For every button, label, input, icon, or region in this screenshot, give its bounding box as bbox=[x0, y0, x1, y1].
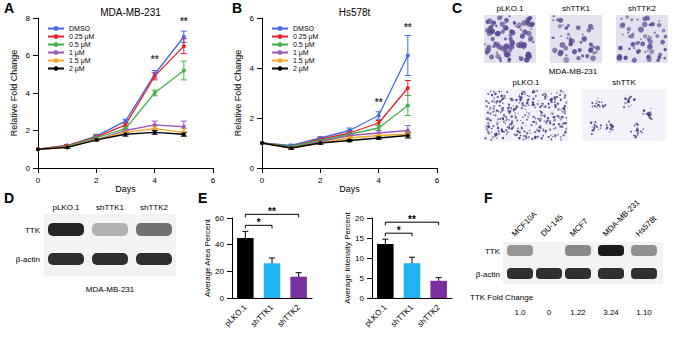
svg-text:Average Area Percent: Average Area Percent bbox=[203, 218, 212, 297]
svg-text:20: 20 bbox=[215, 267, 224, 276]
svg-text:6: 6 bbox=[435, 176, 440, 185]
svg-text:F: F bbox=[484, 190, 493, 206]
svg-text:shTTK1: shTTK1 bbox=[96, 203, 125, 212]
svg-text:pLKO.1: pLKO.1 bbox=[512, 78, 540, 87]
svg-text:2: 2 bbox=[94, 176, 99, 185]
svg-text:Relative Fold Change: Relative Fold Change bbox=[233, 50, 243, 137]
svg-text:2: 2 bbox=[250, 114, 255, 123]
svg-text:**: ** bbox=[375, 97, 383, 108]
svg-text:MCF10A: MCF10A bbox=[510, 209, 539, 238]
svg-text:2: 2 bbox=[318, 176, 323, 185]
svg-text:MDA-MB-231: MDA-MB-231 bbox=[100, 7, 161, 18]
svg-text:2 μM: 2 μM bbox=[69, 65, 85, 73]
svg-text:E: E bbox=[198, 190, 207, 206]
svg-text:MCF7: MCF7 bbox=[568, 216, 590, 238]
svg-text:shTTK: shTTK bbox=[612, 78, 636, 87]
svg-text:4: 4 bbox=[152, 176, 157, 185]
svg-text:Hs578t: Hs578t bbox=[634, 214, 659, 239]
svg-text:0: 0 bbox=[26, 164, 31, 173]
svg-text:MDA-MB-231: MDA-MB-231 bbox=[601, 197, 642, 239]
svg-text:pLKO.1: pLKO.1 bbox=[363, 302, 389, 328]
svg-text:0.25 μM: 0.25 μM bbox=[69, 33, 95, 41]
svg-text:20: 20 bbox=[355, 214, 364, 223]
svg-text:DMSO: DMSO bbox=[293, 25, 315, 32]
svg-text:β-actin: β-actin bbox=[476, 270, 500, 279]
svg-text:pLKO.1: pLKO.1 bbox=[52, 203, 80, 212]
svg-text:pLKO.1: pLKO.1 bbox=[496, 4, 524, 13]
svg-text:TTK: TTK bbox=[485, 247, 501, 256]
svg-text:40: 40 bbox=[215, 240, 224, 249]
svg-text:*: * bbox=[257, 217, 261, 228]
svg-text:shTTK2: shTTK2 bbox=[628, 4, 657, 13]
svg-text:shTTK1: shTTK1 bbox=[389, 302, 416, 329]
svg-text:A: A bbox=[4, 0, 14, 16]
svg-text:2 μM: 2 μM bbox=[293, 65, 309, 73]
svg-text:shTTK2: shTTK2 bbox=[276, 302, 303, 329]
svg-text:MDA-MB-231: MDA-MB-231 bbox=[549, 67, 598, 76]
svg-text:Days: Days bbox=[115, 184, 136, 194]
svg-text:1.22: 1.22 bbox=[570, 308, 586, 317]
svg-text:6: 6 bbox=[250, 14, 255, 23]
svg-text:MDA-MB-231: MDA-MB-231 bbox=[86, 285, 135, 294]
svg-text:1.10: 1.10 bbox=[636, 308, 652, 317]
svg-text:DU-145: DU-145 bbox=[539, 212, 565, 238]
svg-text:5: 5 bbox=[360, 274, 365, 283]
svg-text:0: 0 bbox=[547, 308, 552, 317]
svg-text:6: 6 bbox=[26, 51, 31, 60]
svg-text:Days: Days bbox=[339, 184, 360, 194]
svg-text:**: ** bbox=[151, 54, 159, 65]
svg-text:DMSO: DMSO bbox=[69, 25, 91, 32]
svg-text:D: D bbox=[4, 190, 14, 206]
svg-text:0: 0 bbox=[260, 176, 265, 185]
svg-text:**: ** bbox=[408, 214, 416, 225]
svg-text:0: 0 bbox=[36, 176, 41, 185]
svg-text:Hs578t: Hs578t bbox=[339, 7, 371, 18]
svg-text:Relative Fold Change: Relative Fold Change bbox=[9, 50, 19, 137]
svg-text:1 μM: 1 μM bbox=[69, 49, 85, 57]
svg-text:10: 10 bbox=[355, 254, 364, 263]
svg-text:0: 0 bbox=[220, 294, 225, 303]
svg-text:B: B bbox=[232, 0, 242, 16]
svg-text:2: 2 bbox=[26, 126, 31, 135]
svg-text:C: C bbox=[452, 0, 462, 16]
svg-text:0: 0 bbox=[250, 164, 255, 173]
svg-text:1 μM: 1 μM bbox=[293, 49, 309, 57]
svg-text:*: * bbox=[397, 225, 401, 236]
svg-text:3.24: 3.24 bbox=[603, 308, 619, 317]
svg-text:1.0: 1.0 bbox=[514, 308, 526, 317]
svg-text:TTK Fold Change: TTK Fold Change bbox=[470, 293, 534, 302]
svg-text:0.5 μM: 0.5 μM bbox=[293, 41, 315, 49]
svg-text:15: 15 bbox=[355, 234, 364, 243]
svg-text:0.25 μM: 0.25 μM bbox=[293, 33, 319, 41]
svg-text:1.5 μM: 1.5 μM bbox=[293, 57, 315, 65]
svg-text:**: ** bbox=[404, 22, 412, 33]
svg-text:6: 6 bbox=[211, 176, 216, 185]
svg-text:shTTK2: shTTK2 bbox=[416, 302, 443, 329]
svg-text:0.5 μM: 0.5 μM bbox=[69, 41, 91, 49]
svg-text:4: 4 bbox=[250, 64, 255, 73]
svg-text:4: 4 bbox=[26, 89, 31, 98]
svg-text:60: 60 bbox=[215, 214, 224, 223]
svg-text:**: ** bbox=[180, 16, 188, 27]
svg-text:β-actin: β-actin bbox=[16, 255, 40, 264]
svg-text:shTTK2: shTTK2 bbox=[140, 203, 169, 212]
svg-text:shTTK1: shTTK1 bbox=[562, 4, 591, 13]
svg-text:pLKO.1: pLKO.1 bbox=[223, 302, 249, 328]
svg-text:**: ** bbox=[268, 206, 276, 217]
svg-text:4: 4 bbox=[376, 176, 381, 185]
svg-text:shTTK1: shTTK1 bbox=[249, 302, 276, 329]
svg-text:8: 8 bbox=[26, 14, 31, 23]
svg-text:1.5 μM: 1.5 μM bbox=[69, 57, 91, 65]
svg-text:TTK: TTK bbox=[25, 226, 41, 235]
svg-text:0: 0 bbox=[360, 294, 365, 303]
svg-text:Average Intensity Percent: Average Intensity Percent bbox=[343, 211, 352, 303]
